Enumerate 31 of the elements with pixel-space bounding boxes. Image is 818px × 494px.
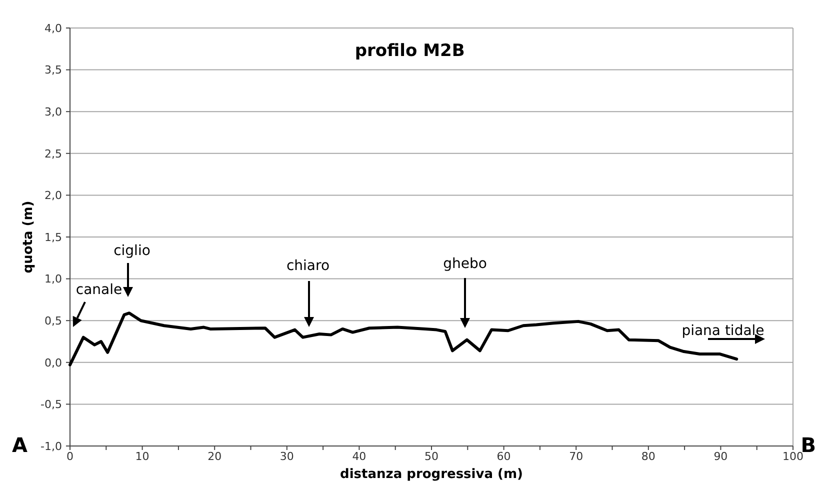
annotation: ghebo [443,256,487,272]
y-tick-label: 0,5 [44,314,62,328]
x-tick-label: 60 [496,450,511,463]
x-tick-label: 90 [714,450,728,463]
text: profilo M2B [354,41,465,61]
y-tick-label: -1,0 [40,440,62,453]
x-axis-title: distanza progressiva (m) [340,467,523,482]
y-tick-label: 0,0 [44,356,62,370]
y-tick-label: 4,0 [44,22,62,35]
annotation: piana tidale [682,323,764,339]
y-tick-label: -0,5 [40,398,62,412]
x-tick-label: 70 [569,450,584,463]
annotation: ciglio [114,243,150,259]
y-tick-label: 1,5 [44,230,62,244]
y-tick-label: 2,0 [44,189,62,202]
y-tick-label: 2,5 [44,147,62,160]
x-tick-label: 40 [352,450,366,463]
x-tick-label: 100 [782,450,804,463]
text: A [12,433,28,457]
y-axis-title: quota (m) [21,200,36,274]
annotation: chiaro [286,258,330,274]
x-tick-label: 50 [424,450,438,463]
y-tick-label: 3,5 [44,64,62,77]
x-tick-label: 80 [641,450,656,463]
x-tick-label: 10 [135,450,150,463]
annotation: canale [76,282,122,298]
y-tick-label: 3,0 [44,105,62,118]
x-tick-label: 0 [66,450,74,463]
x-tick-label: 20 [208,450,222,463]
y-tick-label: 1,0 [44,272,62,286]
x-tick-label: 30 [280,450,294,463]
